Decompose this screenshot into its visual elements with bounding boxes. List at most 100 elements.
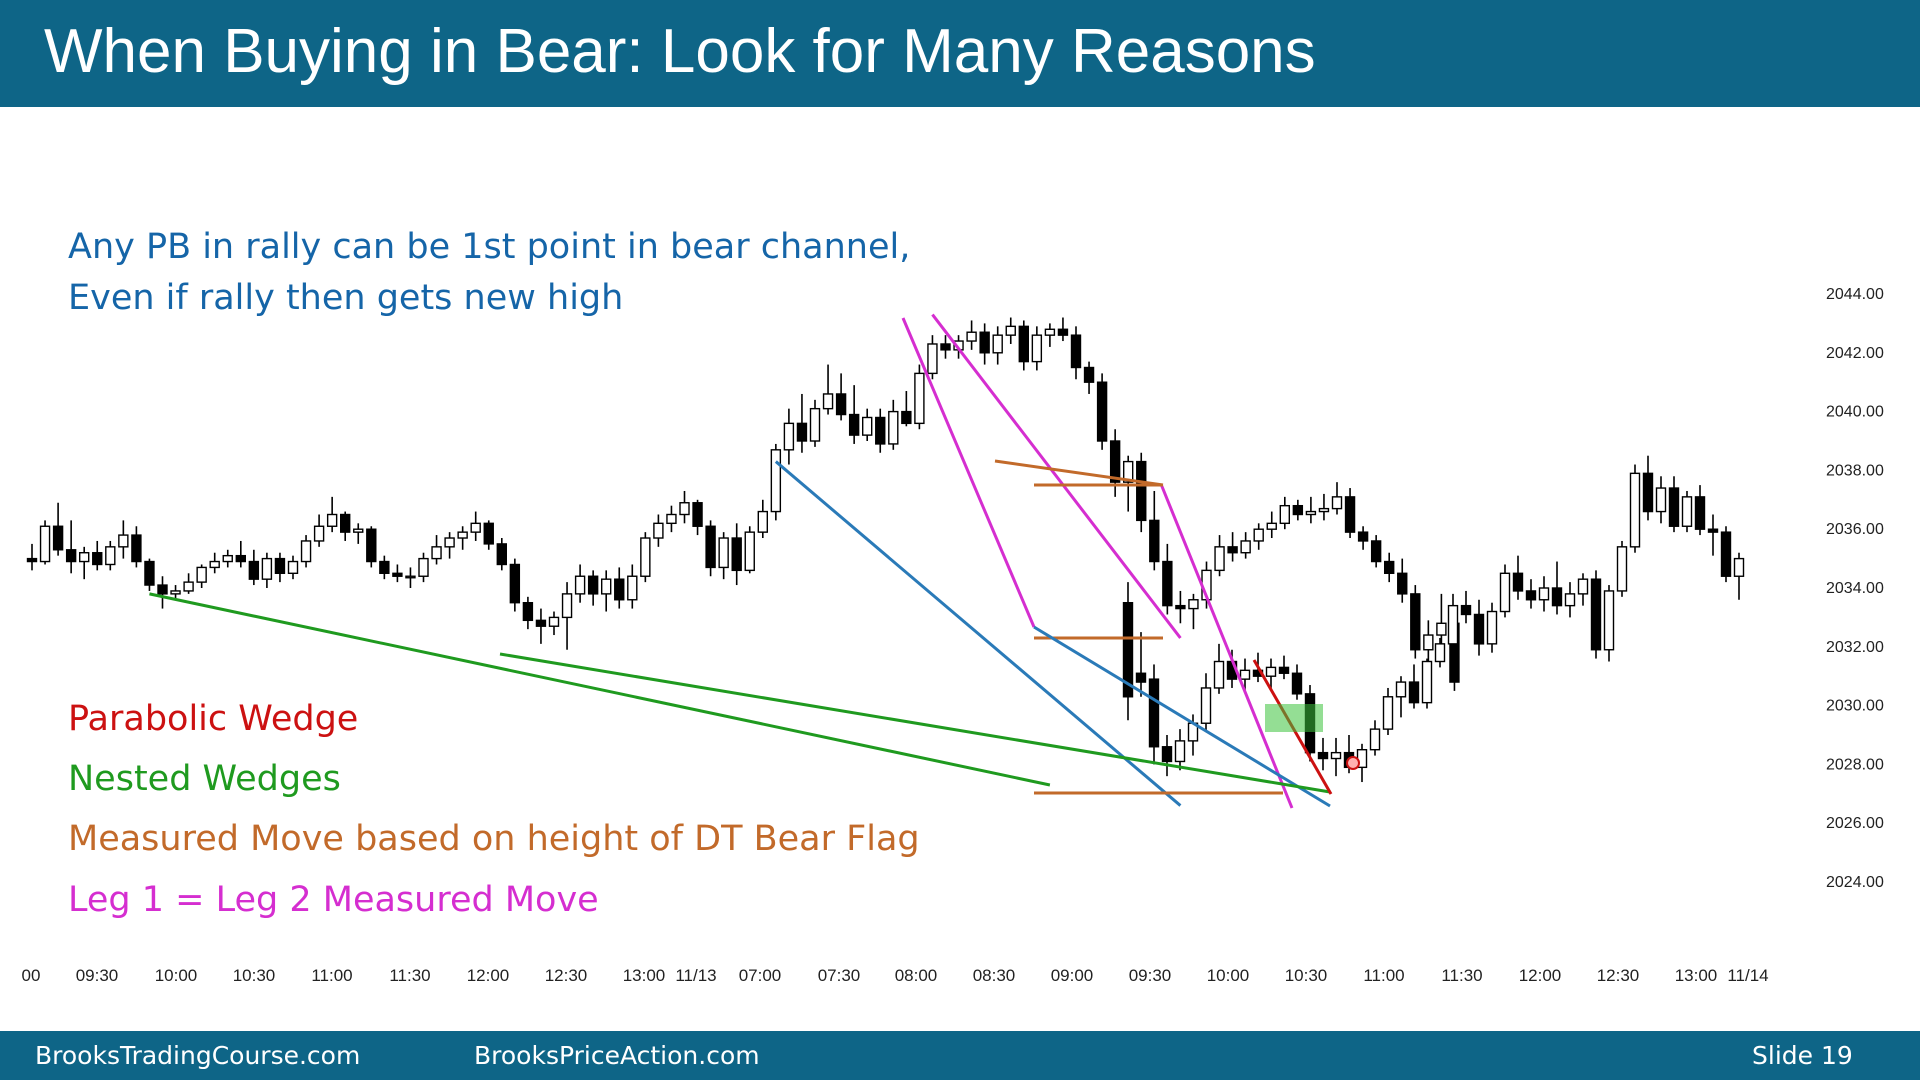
candle-body bbox=[692, 502, 703, 527]
slide-title: When Buying in Bear: Look for Many Reaso… bbox=[44, 17, 1316, 86]
candle-body bbox=[1499, 572, 1511, 613]
candle-body bbox=[1331, 496, 1343, 510]
candle bbox=[809, 399, 821, 447]
candle-body bbox=[731, 537, 742, 572]
candle-body bbox=[627, 575, 638, 601]
candle bbox=[627, 564, 638, 609]
candle bbox=[1538, 576, 1550, 612]
x-tick-label: 08:00 bbox=[895, 966, 938, 985]
candle bbox=[313, 514, 325, 547]
candle-body bbox=[353, 528, 364, 533]
candle bbox=[235, 540, 247, 568]
candle bbox=[1551, 561, 1563, 615]
candle bbox=[1421, 658, 1433, 709]
cursor-marker bbox=[1346, 756, 1360, 770]
candle bbox=[848, 385, 860, 444]
candle-body bbox=[992, 334, 1003, 354]
candle bbox=[183, 573, 194, 594]
candle bbox=[561, 582, 573, 650]
candle bbox=[1370, 535, 1382, 568]
x-tick-label: 08:30 bbox=[973, 966, 1016, 985]
candle bbox=[1279, 496, 1291, 530]
y-tick-label: 2036.00 bbox=[1826, 521, 1884, 538]
candle bbox=[1486, 602, 1498, 653]
candle-body bbox=[601, 578, 612, 595]
candle bbox=[1395, 676, 1407, 718]
candle bbox=[1668, 476, 1680, 533]
candle bbox=[78, 546, 90, 580]
x-tick-label: 11:30 bbox=[1441, 966, 1482, 985]
x-tick-label: 11/13 bbox=[675, 966, 716, 985]
candle bbox=[1265, 658, 1277, 691]
candle-body bbox=[705, 525, 716, 569]
candlestick-series bbox=[26, 317, 1745, 783]
candle bbox=[822, 364, 834, 415]
flag-top-line bbox=[994, 459, 1164, 487]
candle bbox=[1694, 485, 1706, 536]
candle-body bbox=[1421, 660, 1433, 704]
candle-body bbox=[1122, 602, 1134, 698]
candle bbox=[744, 526, 755, 574]
candle-body bbox=[809, 407, 821, 442]
candle-body bbox=[1188, 599, 1199, 610]
candle bbox=[1499, 564, 1511, 618]
wedge-extension bbox=[499, 652, 1331, 794]
candle-body bbox=[1473, 613, 1485, 645]
candle bbox=[875, 408, 886, 453]
candle bbox=[209, 552, 220, 574]
candle-body bbox=[1434, 643, 1446, 663]
candle bbox=[444, 532, 455, 559]
candle-body bbox=[65, 549, 77, 563]
candle bbox=[157, 576, 168, 609]
candle-body bbox=[209, 560, 220, 569]
candle bbox=[1109, 429, 1121, 497]
candle-body bbox=[1383, 560, 1395, 574]
x-tick-label: 11/14 bbox=[1727, 966, 1768, 985]
candle bbox=[679, 490, 690, 524]
candle bbox=[1590, 570, 1602, 659]
candle-body bbox=[1005, 325, 1016, 336]
candle-body bbox=[535, 619, 547, 627]
x-tick-label: 12:30 bbox=[1597, 966, 1640, 985]
candle-body bbox=[1135, 672, 1147, 683]
candle-body bbox=[744, 531, 755, 572]
candle-body bbox=[1305, 510, 1317, 516]
candle-body bbox=[52, 525, 64, 551]
candle bbox=[118, 520, 129, 559]
candle bbox=[914, 364, 925, 430]
candle bbox=[274, 552, 286, 583]
price-chart: 2044.00 2042.00 2040.00 2038.00 2036.00 2034.… bbox=[22, 227, 1884, 985]
candle-body bbox=[105, 546, 116, 566]
candle-body bbox=[26, 557, 38, 563]
candle-body bbox=[261, 557, 273, 580]
candle bbox=[1681, 490, 1693, 533]
candle bbox=[105, 540, 116, 571]
candle-body bbox=[1318, 507, 1330, 513]
x-tick-label: 12:30 bbox=[545, 966, 588, 985]
candle-body bbox=[78, 552, 90, 563]
candle bbox=[731, 523, 742, 586]
x-tick-label: 11:00 bbox=[311, 966, 352, 985]
candle bbox=[614, 567, 625, 609]
candle-body bbox=[1395, 681, 1407, 698]
candle-body bbox=[1603, 590, 1615, 651]
candle bbox=[431, 535, 442, 565]
y-tick-label: 2044.00 bbox=[1826, 286, 1884, 303]
candle-body bbox=[1317, 751, 1329, 760]
candle-body bbox=[940, 343, 951, 351]
trendline-overlay bbox=[149, 313, 1360, 809]
x-tick-label: 10:00 bbox=[1207, 966, 1250, 985]
x-tick-label: 12:00 bbox=[467, 966, 510, 985]
candle-body bbox=[1292, 504, 1304, 516]
x-tick-label: 10:30 bbox=[233, 966, 276, 985]
candle-body bbox=[170, 590, 181, 595]
candle-body bbox=[1239, 669, 1251, 680]
candle-body bbox=[1149, 519, 1160, 563]
candle bbox=[1733, 552, 1745, 600]
candle bbox=[1188, 593, 1199, 630]
candle-body bbox=[1590, 578, 1602, 651]
candle bbox=[1603, 585, 1615, 662]
candle-body bbox=[1460, 604, 1472, 616]
candle bbox=[601, 570, 612, 612]
candle bbox=[353, 523, 364, 544]
